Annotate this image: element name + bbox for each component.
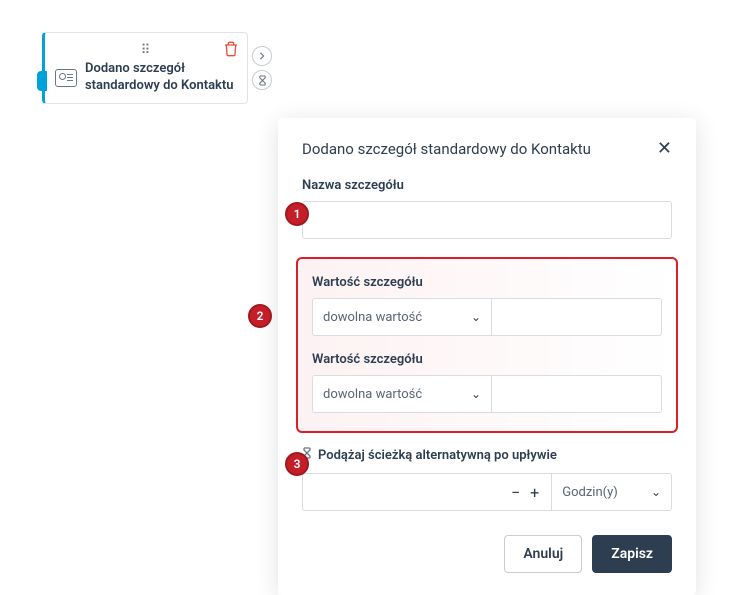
chevron-down-icon: ⌄ (651, 485, 661, 499)
trash-icon[interactable] (223, 41, 239, 57)
detail-value-label-1: Wartość szczegółu (312, 275, 662, 290)
node-connector-tab (37, 71, 47, 91)
detail-name-label: Nazwa szczegółu (302, 178, 672, 193)
workflow-node-card[interactable]: ⠿ Dodano szczegół standardowy do Kontakt… (42, 32, 248, 104)
detail-values-group: Wartość szczegółu dowolna wartość ⌄ Wart… (296, 257, 678, 433)
alt-path-row: Podążaj ścieżką alternatywną po upływie (302, 447, 672, 463)
callout-badge-2: 2 (248, 304, 272, 328)
decrement-button[interactable]: − (511, 483, 520, 502)
select-value: dowolna wartość (323, 387, 422, 402)
detail-value-row-1: dowolna wartość ⌄ (312, 298, 662, 336)
chevron-down-icon: ⌄ (471, 387, 481, 401)
next-step-icon[interactable] (252, 46, 272, 66)
increment-button[interactable]: + (530, 483, 539, 502)
detail-value-select-2[interactable]: dowolna wartość ⌄ (312, 375, 492, 413)
time-row: − + Godzin(y) ⌄ (302, 473, 672, 511)
detail-value-label-2: Wartość szczegółu (312, 352, 662, 367)
save-button[interactable]: Zapisz (592, 535, 672, 573)
select-value: dowolna wartość (323, 310, 422, 325)
contact-card-icon (55, 69, 77, 87)
detail-value-input-2[interactable] (492, 375, 662, 413)
panel-footer: Anuluj Zapisz (302, 535, 672, 573)
drag-handle-icon[interactable]: ⠿ (141, 43, 152, 58)
detail-value-row-2: dowolna wartość ⌄ (312, 375, 662, 413)
time-number-wrapper: − + (302, 473, 551, 511)
node-title: Dodano szczegół standardowy do Kontaktu (85, 61, 235, 95)
chevron-down-icon: ⌄ (471, 310, 481, 324)
hourglass-icon[interactable] (252, 70, 272, 90)
panel-title: Dodano szczegół standardowy do Kontaktu (302, 140, 591, 158)
time-value-input[interactable] (303, 474, 499, 510)
close-icon[interactable]: ✕ (657, 140, 672, 158)
alt-path-label: Podążaj ścieżką alternatywną po upływie (318, 448, 557, 463)
cancel-button[interactable]: Anuluj (504, 535, 582, 573)
panel-header: Dodano szczegół standardowy do Kontaktu … (302, 140, 672, 158)
select-value: Godzin(y) (562, 485, 618, 500)
callout-badge-3: 3 (285, 452, 309, 476)
time-unit-select[interactable]: Godzin(y) ⌄ (551, 473, 672, 511)
detail-name-input[interactable] (302, 201, 672, 239)
callout-badge-1: 1 (285, 202, 309, 226)
detail-value-input-1[interactable] (492, 298, 662, 336)
detail-value-select-1[interactable]: dowolna wartość ⌄ (312, 298, 492, 336)
settings-panel: Dodano szczegół standardowy do Kontaktu … (278, 118, 696, 595)
